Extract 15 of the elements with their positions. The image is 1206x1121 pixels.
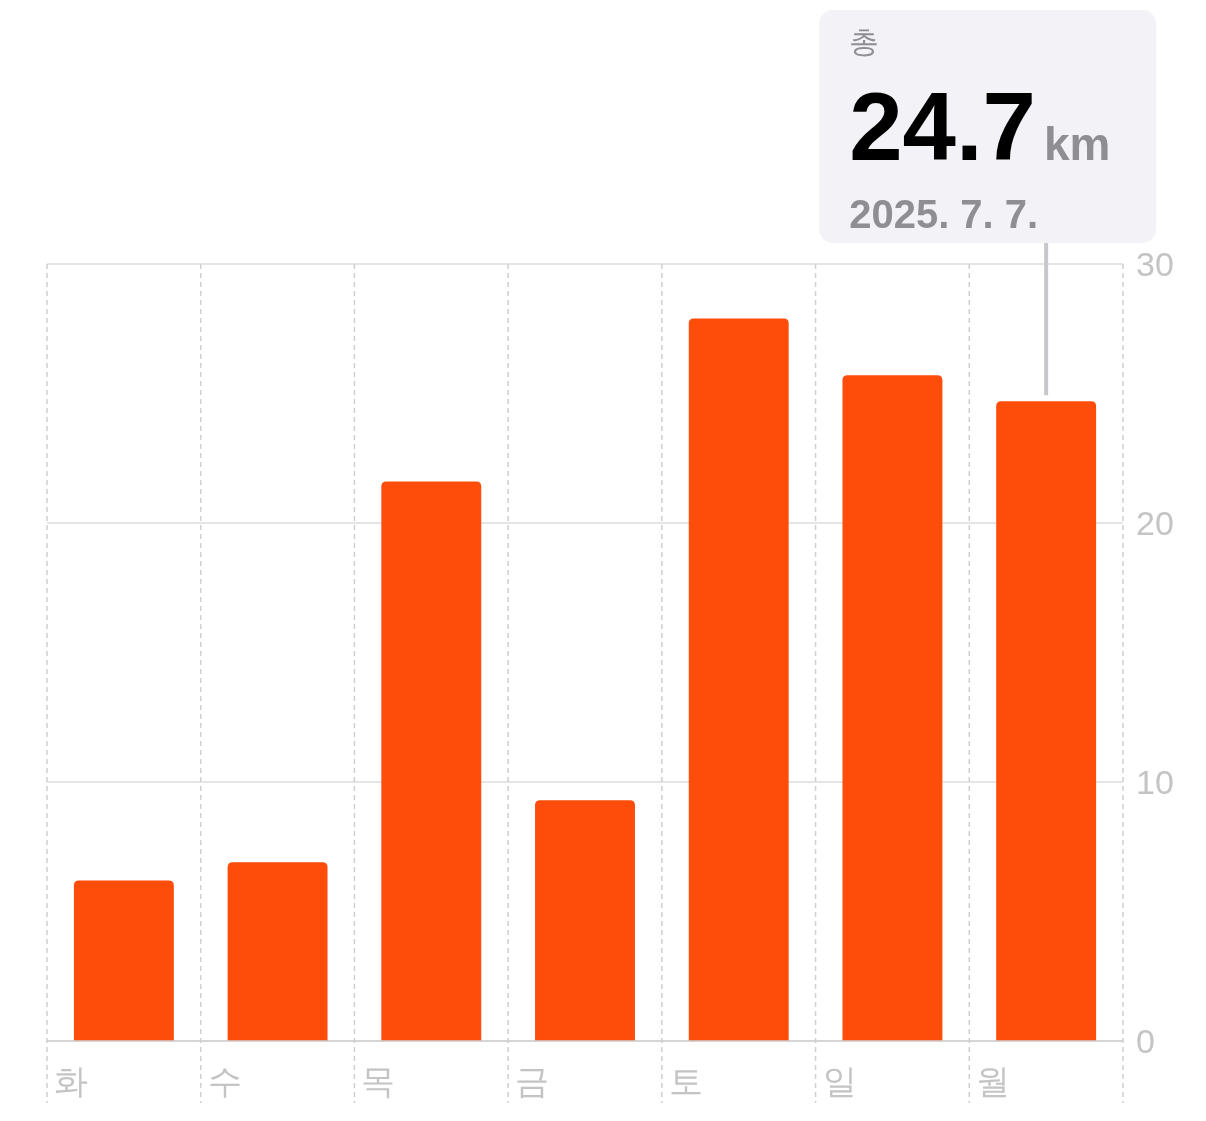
- text: 2025. 7. 7.: [849, 192, 1039, 236]
- y-tick-label: 10: [1136, 763, 1174, 801]
- y-tick-label: 0: [1136, 1022, 1155, 1060]
- x-tick-label: 일: [822, 1062, 857, 1100]
- text: 총: [849, 25, 880, 58]
- text: km: [1043, 118, 1111, 170]
- y-tick-label: 30: [1136, 245, 1174, 283]
- y-tick-label: 20: [1136, 504, 1174, 542]
- x-tick-label: 월: [976, 1062, 1011, 1100]
- x-tick-label: 수: [207, 1062, 242, 1100]
- x-tick-label: 금: [515, 1062, 550, 1100]
- x-tick-label: 토: [668, 1062, 703, 1100]
- x-tick-label: 화: [54, 1062, 88, 1100]
- annotation: 24.7: [849, 73, 1036, 180]
- x-tick-label: 목: [361, 1062, 396, 1100]
